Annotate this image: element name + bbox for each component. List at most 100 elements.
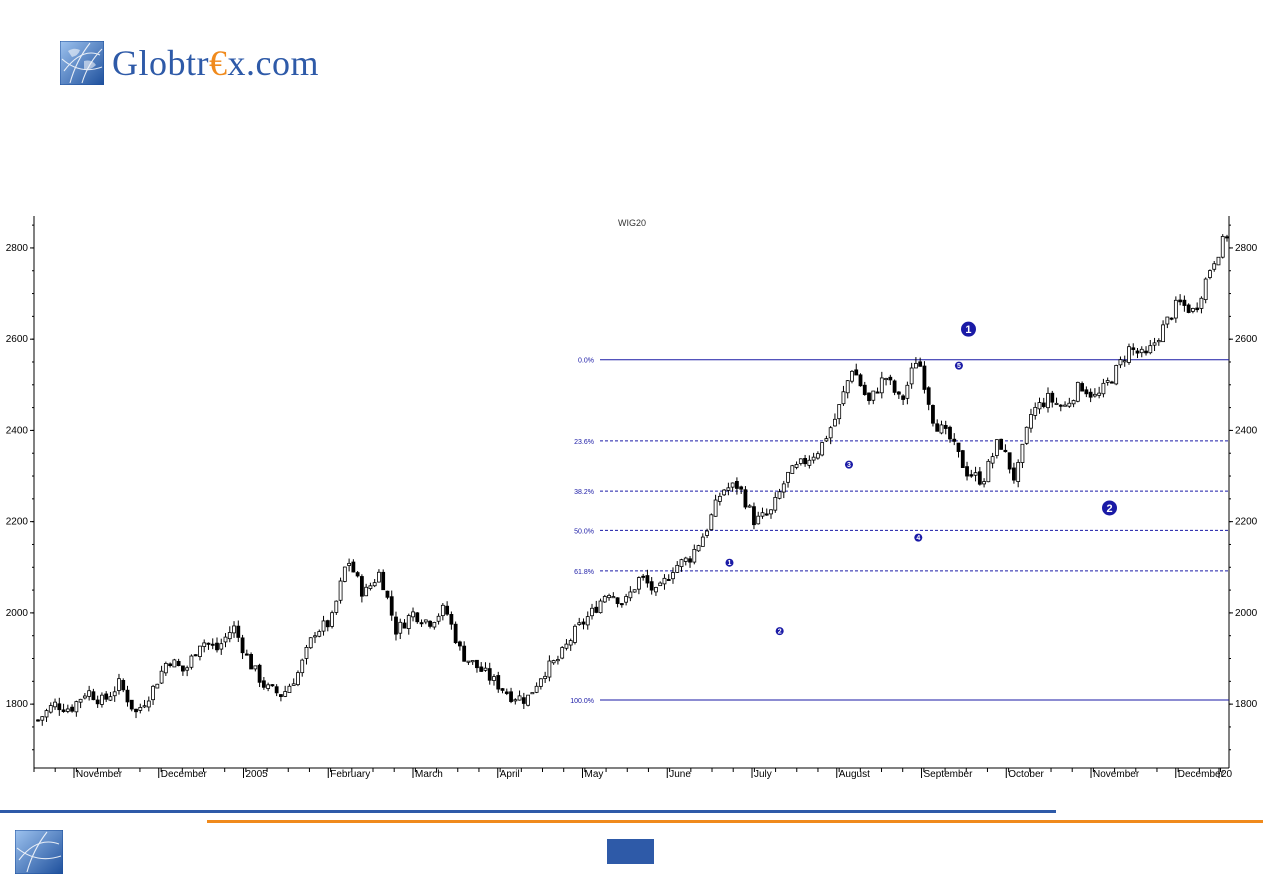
candle-body (611, 596, 616, 599)
candle-body (355, 572, 360, 577)
candle-body (138, 707, 143, 711)
candle-body (134, 708, 138, 713)
y-tick-label: 2200 (6, 517, 29, 528)
y-tick-label: 2600 (6, 334, 29, 345)
wave-label: 1 (728, 560, 732, 567)
candle-body (513, 699, 518, 702)
candle-body (854, 369, 859, 376)
candle-body (658, 582, 663, 587)
candle-body (351, 561, 356, 573)
candle-body (632, 589, 637, 593)
candle-body (1195, 307, 1200, 311)
x-month-label: November (76, 769, 123, 780)
candle-body (965, 466, 969, 477)
candle-body (36, 719, 40, 722)
candle-body (1165, 316, 1170, 325)
candle-body (888, 376, 893, 381)
y-axis-ticks: 1800 1800 2000 2000 2200 2200 2400 2400 2600 2600… (6, 224, 1258, 751)
candle-body (1016, 462, 1021, 482)
candle-body (257, 664, 262, 683)
price-candles (36, 234, 1229, 726)
candle-body (794, 464, 799, 468)
candle-body (198, 645, 202, 657)
candle-body (730, 482, 735, 488)
candle-body (756, 515, 761, 525)
candle-body (1041, 402, 1046, 407)
candle-body (53, 701, 57, 708)
candle-body (432, 622, 437, 628)
candle-body (845, 380, 850, 394)
candle-body (78, 698, 83, 703)
candle-body (372, 582, 377, 587)
candle-body (1135, 350, 1140, 354)
wave-label: 2 (1106, 503, 1112, 515)
candle-body (773, 497, 778, 511)
wave-marker (775, 627, 784, 636)
candle-body (1178, 299, 1183, 303)
candle-body (219, 643, 224, 650)
candle-body (1127, 346, 1131, 363)
fib-label: 0.0% (578, 358, 594, 365)
candle-body (769, 509, 773, 515)
fib-label: 38.2% (574, 489, 594, 496)
candle-body (1114, 365, 1119, 385)
y-tick-label: 2800 (6, 243, 29, 254)
candle-body (1003, 449, 1008, 453)
candle-body (973, 472, 978, 476)
brand-logo[interactable]: Globtr€x.com (60, 40, 319, 86)
candle-body (1033, 407, 1038, 416)
candle-body (526, 694, 530, 706)
candle-body (619, 603, 624, 606)
candle-body (274, 686, 279, 694)
candle-body (1131, 347, 1136, 350)
x-month-label: September (924, 769, 974, 780)
candle-body (108, 696, 113, 701)
wave-label: 4 (916, 535, 920, 542)
candle-body (803, 458, 807, 465)
candle-body (394, 616, 398, 635)
candle-body (547, 660, 552, 678)
wig20-chart: 1800 1800 2000 2000 2200 2200 2400 2400 2600 2600… (6, 216, 1258, 780)
candle-body (990, 456, 995, 464)
candle-body (440, 604, 445, 617)
wave-marker (914, 533, 923, 542)
wave-marker (954, 361, 963, 370)
candle-body (521, 697, 526, 704)
candle-body (760, 512, 765, 517)
candle-body (215, 642, 219, 651)
candle-body (381, 571, 386, 591)
candle-body (1054, 402, 1059, 405)
candle-body (70, 706, 74, 712)
candle-body (470, 660, 475, 663)
candle-body (1148, 345, 1153, 354)
candle-body (722, 489, 727, 496)
candle-body (509, 691, 513, 702)
candle-body (406, 615, 411, 629)
candle-body (483, 667, 488, 671)
candle-body (901, 395, 906, 400)
candle-body (598, 600, 603, 614)
candle-body (696, 545, 701, 552)
candle-body (1080, 383, 1085, 392)
footer-rule-orange (207, 820, 1263, 823)
candle-body (534, 685, 539, 693)
candle-body (628, 591, 633, 599)
candle-body (466, 660, 471, 663)
x-month-label: December (1178, 769, 1225, 780)
candle-body (338, 580, 343, 601)
candle-body (65, 708, 70, 712)
candle-body (411, 611, 415, 618)
candle-body (517, 695, 522, 701)
candle-body (713, 499, 718, 517)
y-tick-label: 2200 (1235, 517, 1258, 528)
y-tick-label: 2400 (6, 425, 29, 436)
candle-body (74, 701, 79, 713)
candle-body (543, 675, 548, 679)
candle-body (487, 668, 492, 681)
candle-body (948, 426, 952, 440)
candle-body (1208, 270, 1212, 278)
candle-body (163, 662, 168, 674)
candle-body (585, 616, 590, 626)
candle-body (146, 700, 151, 708)
candle-body (104, 693, 109, 700)
